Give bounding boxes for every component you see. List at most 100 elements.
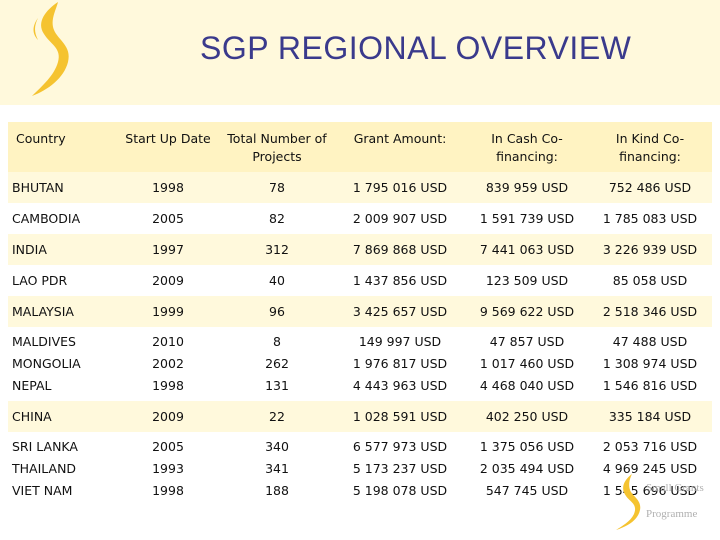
sgp-corner-swoosh-icon — [616, 474, 641, 530]
country-cell: BHUTAN — [8, 172, 116, 203]
total-projects-cell: 40 — [220, 265, 334, 296]
start-up-date-cell-value: 1998 — [152, 483, 184, 498]
sgp-swoosh-logo-icon — [32, 2, 69, 96]
in-kind-cell: 752 486 USD — [588, 172, 712, 203]
total-projects-cell-value: 96 — [269, 303, 285, 319]
country-cell-value: MALAYSIA — [12, 303, 74, 319]
in-kind-cell-value: 2 518 346 USD — [602, 303, 698, 319]
table-row: MALAYSIA 1999 96 3 425 657 USD 9 569 622 USD… — [8, 296, 712, 327]
total-projects-cell: 82 — [220, 203, 334, 234]
country-cell-value: INDIA — [12, 241, 47, 257]
grant-amount-cell-value: 5 198 078 USD — [352, 483, 448, 498]
in-cash-cell: 1 375 056 USD 2 035 494 USD 547 745 USD — [466, 432, 588, 506]
regional-overview-table: Country Start Up Date Total Number of Pr… — [8, 122, 712, 506]
in-cash-cell-value: 402 250 USD — [485, 408, 569, 424]
country-cell: CAMBODIA — [8, 203, 116, 234]
logo-line-2: Programme — [646, 508, 698, 520]
total-projects-cell: 340 341 188 — [220, 432, 334, 506]
in-cash-cell: 839 959 USD — [466, 172, 588, 203]
grant-amount-cell-value: 1 976 817 USD — [352, 356, 448, 371]
start-up-date-cell-value: 1993 — [152, 461, 184, 476]
total-projects-cell-value: 340 — [265, 439, 289, 454]
grant-amount-cell-value: 1 437 856 USD — [352, 272, 448, 288]
country-cell-value: THAILAND — [12, 461, 77, 476]
header-total-projects: Total Number of Projects — [220, 122, 334, 172]
total-projects-cell-value: 262 — [265, 356, 289, 371]
country-cell-value: BHUTAN — [12, 179, 64, 195]
start-up-date-cell: 2010 2002 1998 — [116, 327, 220, 401]
in-cash-cell-value: 547 745 USD — [485, 483, 569, 498]
start-up-date-cell: 1999 — [116, 296, 220, 327]
table-row: INDIA 1997 312 7 869 868 USD 7 441 063 USD 3 … — [8, 234, 712, 265]
total-projects-cell-value: 8 — [273, 334, 281, 349]
in-cash-cell-value: 1 017 460 USD — [479, 356, 575, 371]
in-kind-cell-value: 1 546 816 USD — [602, 378, 698, 393]
start-up-date-cell-value: 2005 — [152, 210, 184, 226]
grant-amount-cell-value: 5 173 237 USD — [352, 461, 448, 476]
start-up-date-cell: 1997 — [116, 234, 220, 265]
country-cell: SRI LANKA THAILAND VIET NAM — [8, 432, 116, 506]
grant-amount-cell-value: 3 425 657 USD — [352, 303, 448, 319]
start-up-date-cell: 2005 — [116, 203, 220, 234]
table-row: LAO PDR 2009 40 1 437 856 USD 123 509 USD 85 … — [8, 265, 712, 296]
in-kind-cell: 335 184 USD — [588, 401, 712, 432]
grant-amount-cell: 1 028 591 USD — [334, 401, 466, 432]
total-projects-cell-value: 40 — [269, 272, 285, 288]
in-cash-cell: 47 857 USD 1 017 460 USD 4 468 040 USD — [466, 327, 588, 401]
table-row: CAMBODIA 2005 82 2 009 907 USD 1 591 739 USD… — [8, 203, 712, 234]
header-country: Country — [8, 122, 116, 172]
in-kind-cell-value: 85 058 USD — [612, 272, 688, 288]
country-cell-value: MONGOLIA — [12, 356, 81, 371]
country-cell-value: CHINA — [12, 408, 52, 424]
grant-amount-cell-value: 1 028 591 USD — [352, 408, 448, 424]
grant-amount-cell-value: 4 443 963 USD — [352, 378, 448, 393]
total-projects-cell: 22 — [220, 401, 334, 432]
in-cash-cell: 402 250 USD — [466, 401, 588, 432]
in-cash-cell-value: 47 857 USD — [489, 334, 565, 349]
start-up-date-cell-value: 1998 — [152, 378, 184, 393]
country-cell-value: NEPAL — [12, 378, 52, 393]
grant-amount-cell-value: 2 009 907 USD — [352, 210, 448, 226]
total-projects-cell-value: 188 — [265, 483, 289, 498]
grant-amount-cell: 149 997 USD 1 976 817 USD 4 443 963 USD — [334, 327, 466, 401]
in-kind-cell-value: 3 226 939 USD — [602, 241, 698, 257]
start-up-date-cell-value: 2009 — [152, 272, 184, 288]
in-cash-cell: 9 569 622 USD — [466, 296, 588, 327]
header-band — [0, 0, 720, 105]
country-cell: MALDIVES MONGOLIA NEPAL — [8, 327, 116, 401]
in-kind-cell: 3 226 939 USD — [588, 234, 712, 265]
in-cash-cell-value: 1 591 739 USD — [479, 210, 575, 226]
start-up-date-cell-value: 1999 — [152, 303, 184, 319]
in-kind-cell: 2 518 346 USD — [588, 296, 712, 327]
in-kind-cell-value: 2 053 716 USD — [602, 439, 698, 454]
grant-amount-cell-value: 6 577 973 USD — [352, 439, 448, 454]
in-cash-cell-value: 839 959 USD — [485, 179, 569, 195]
header-grant-amount: Grant Amount: — [334, 122, 466, 172]
in-kind-cell-value: 1 308 974 USD — [602, 356, 698, 371]
grant-amount-cell: 7 869 868 USD — [334, 234, 466, 265]
start-up-date-cell: 1998 — [116, 172, 220, 203]
small-grants-programme-logo: Small Grants Programme — [610, 468, 715, 538]
in-cash-cell-value: 7 441 063 USD — [479, 241, 575, 257]
table-body: BHUTAN 1998 78 1 795 016 USD 839 959 USD 752 … — [8, 172, 712, 506]
total-projects-cell-value: 312 — [265, 241, 289, 257]
total-projects-cell-value: 78 — [269, 179, 285, 195]
page-title: SGP REGIONAL OVERVIEW — [200, 30, 632, 66]
total-projects-cell-value: 131 — [265, 378, 289, 393]
in-cash-cell-value: 123 509 USD — [485, 272, 569, 288]
in-kind-cell-value: 47 488 USD — [612, 334, 688, 349]
country-cell-value: LAO PDR — [12, 272, 68, 288]
in-kind-cell: 47 488 USD 1 308 974 USD 1 546 816 USD — [588, 327, 712, 401]
grant-amount-cell-value: 7 869 868 USD — [352, 241, 448, 257]
in-kind-cell-value: 752 486 USD — [608, 179, 692, 195]
in-cash-cell: 1 591 739 USD — [466, 203, 588, 234]
grant-amount-cell: 1 795 016 USD — [334, 172, 466, 203]
table-header-row: Country Start Up Date Total Number of Pr… — [8, 122, 712, 172]
in-cash-cell-value: 2 035 494 USD — [479, 461, 575, 476]
start-up-date-cell: 2009 — [116, 401, 220, 432]
country-cell-value: CAMBODIA — [12, 210, 81, 226]
in-kind-cell-value: 4 969 245 USD — [602, 461, 698, 476]
total-projects-cell-value: 22 — [269, 408, 285, 424]
table-row: SRI LANKA THAILAND VIET NAM 2005 1993 1998 340… — [8, 432, 712, 506]
in-kind-cell: 1 785 083 USD — [588, 203, 712, 234]
